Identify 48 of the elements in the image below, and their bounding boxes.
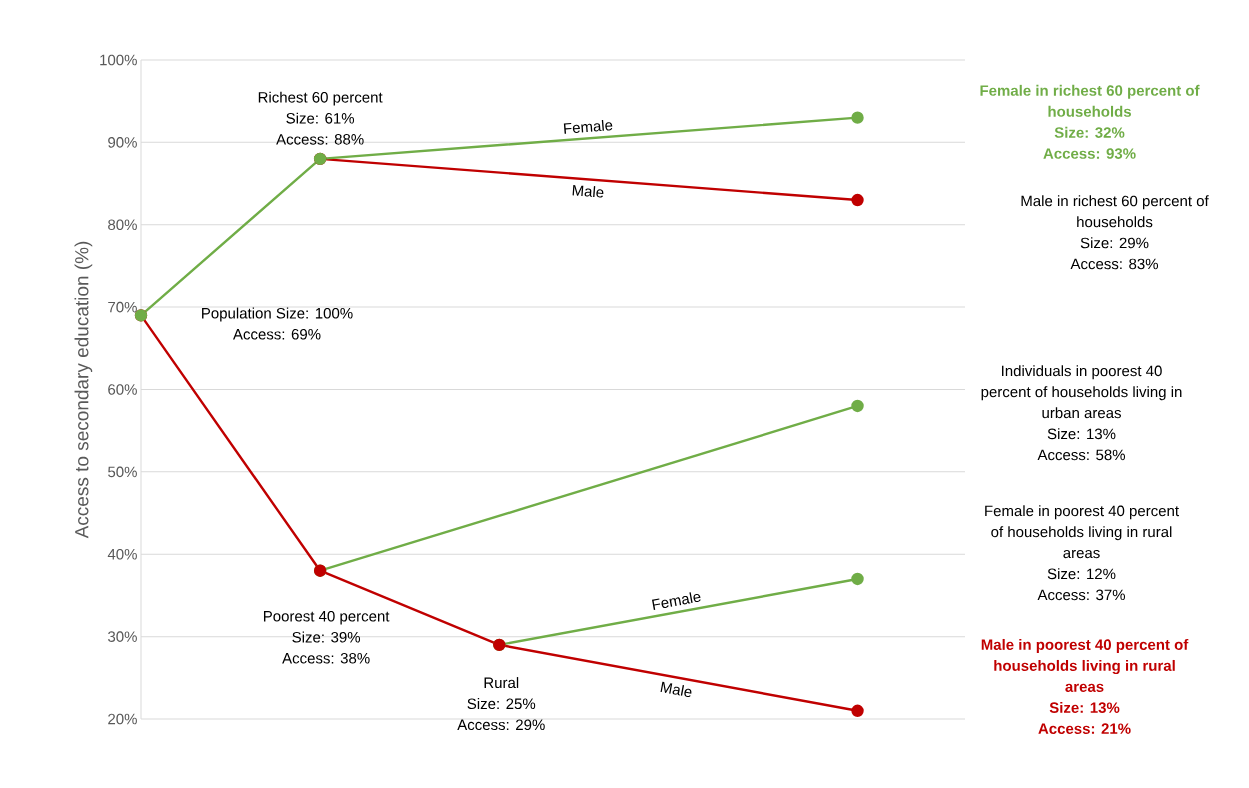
text: households living in rural [994,659,1175,675]
y-tick-label: 60% [108,384,137,395]
text: Access: 93% [1043,148,1136,159]
annotation: Rural [484,677,519,689]
text: Female [651,592,701,610]
annotation: Access: 38% [282,652,370,664]
text: percent of households living in [981,386,1182,401]
text: Size: 29% [1080,237,1149,249]
annotation: Size: 61% [286,112,355,124]
annotation: Size: 39% [292,631,361,643]
text: of households living in rural [991,526,1172,541]
y-tick-label: 50% [108,466,137,478]
annotation: Population Size: 100% [202,307,353,322]
text: Male [660,681,692,698]
text: areas [1065,683,1104,692]
text: Access: 58% [1037,449,1126,461]
text: Size: 12% [1047,568,1116,580]
annotation: Access: 88% [276,134,364,145]
text: Male in richest 60 percent of [1021,195,1209,210]
text: Access: 29% [457,719,545,731]
text: households [1077,216,1153,228]
text: urban areas [1042,407,1121,419]
series-label: Female [563,119,613,134]
y-tick-label: 100% [100,54,137,66]
text: Female in poorest 40 percent [985,505,1179,520]
y-tick-label: 30% [108,631,137,642]
text: Access: 83% [1070,258,1159,270]
text: Access: 37% [1037,589,1126,601]
y-tick-label: 90% [108,137,137,148]
text: Size: 13% [1049,701,1120,713]
text: Size: 13% [1047,428,1116,440]
annotation: Richest 60 percent [258,91,383,106]
text: Size: 32% [1054,126,1125,138]
y-axis-title: Access to secondary education (%) [74,241,93,539]
text: Individuals in poorest 40 [1002,365,1162,380]
y-tick-label: 20% [108,713,137,725]
annotation: Size: 25% [467,698,536,710]
text: Male in poorest 40 percent of [981,638,1189,653]
text: Female in richest 60 percent of [980,84,1200,99]
annotation: Poorest 40 percent [263,610,390,625]
text: households [1048,105,1131,117]
text: Access: 21% [1038,723,1131,734]
y-tick-label: 70% [108,301,137,313]
y-tick-label: 80% [108,219,137,231]
y-tick-label: 40% [107,548,137,560]
annotation: Access: 69% [232,328,321,340]
series-label: Male [572,185,604,198]
text: areas [1063,549,1100,559]
